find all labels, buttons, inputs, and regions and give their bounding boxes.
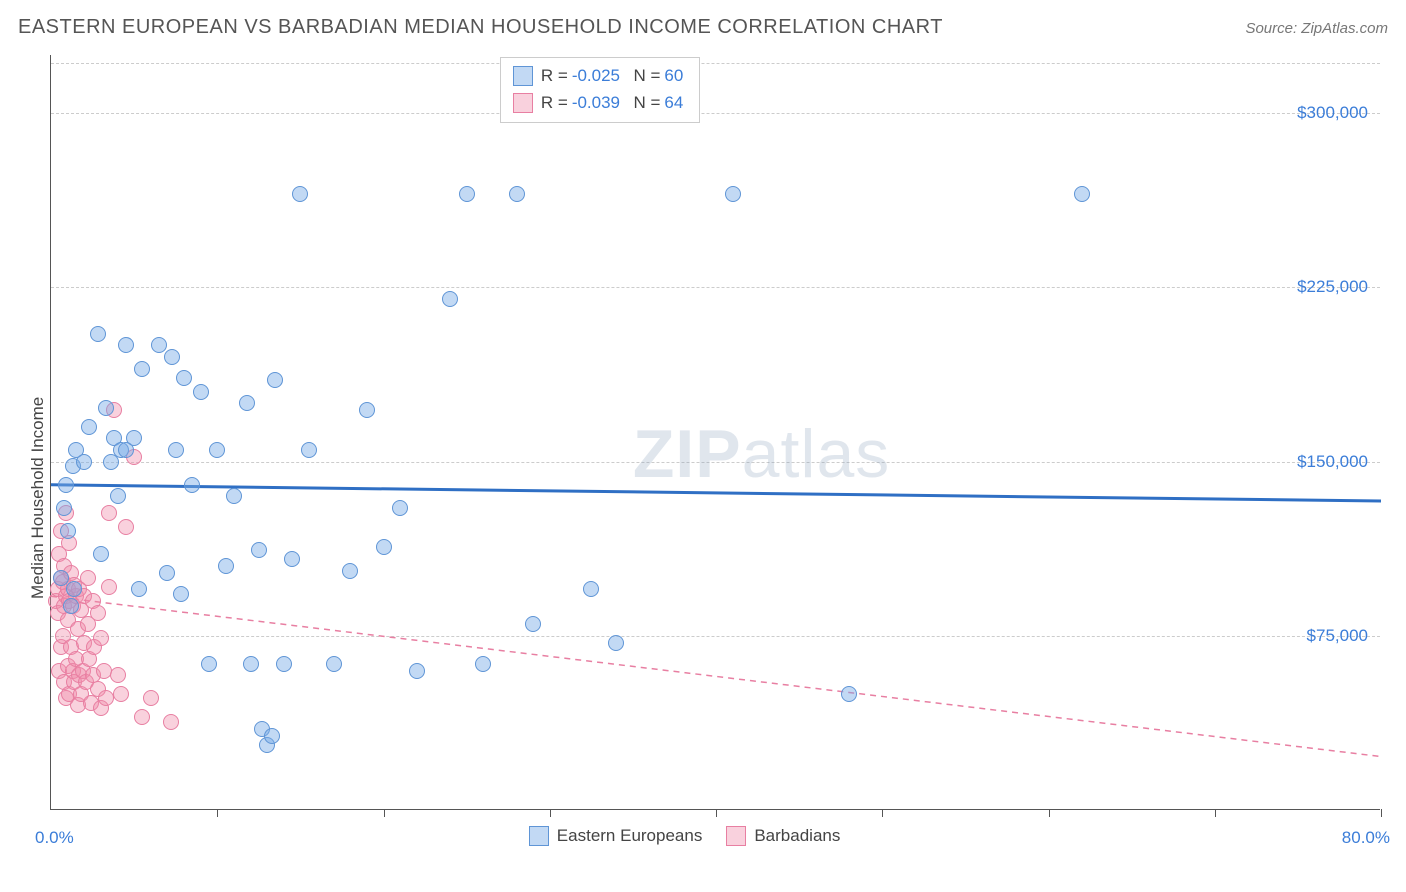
data-point — [164, 349, 180, 365]
data-point — [583, 581, 599, 597]
legend-label: Barbadians — [754, 826, 840, 846]
legend-row: R =-0.039 N =64 — [513, 89, 687, 116]
x-max-label: 80.0% — [1342, 828, 1390, 848]
data-point — [90, 605, 106, 621]
data-point — [131, 581, 147, 597]
data-point — [173, 586, 189, 602]
data-point — [184, 477, 200, 493]
data-point — [608, 635, 624, 651]
x-tick — [1215, 809, 1216, 817]
header: EASTERN EUROPEAN VS BARBADIAN MEDIAN HOU… — [18, 16, 1388, 39]
x-tick — [384, 809, 385, 817]
x-tick — [1049, 809, 1050, 817]
data-point — [58, 477, 74, 493]
data-point — [118, 337, 134, 353]
data-point — [80, 570, 96, 586]
x-min-label: 0.0% — [35, 828, 74, 848]
data-point — [176, 370, 192, 386]
data-point — [76, 454, 92, 470]
swatch-icon — [513, 66, 533, 86]
x-tick — [882, 809, 883, 817]
data-point — [509, 186, 525, 202]
data-point — [376, 539, 392, 555]
data-point — [163, 714, 179, 730]
data-point — [159, 565, 175, 581]
y-axis-title: Median Household Income — [28, 396, 48, 598]
data-point — [134, 361, 150, 377]
data-point — [264, 728, 280, 744]
correlation-legend: R =-0.025 N =60R =-0.039 N =64 — [500, 57, 700, 123]
data-point — [66, 581, 82, 597]
x-tick — [217, 809, 218, 817]
data-point — [101, 579, 117, 595]
data-point — [60, 523, 76, 539]
data-point — [98, 690, 114, 706]
data-point — [459, 186, 475, 202]
trend-lines — [51, 55, 1380, 809]
legend-row: R =-0.025 N =60 — [513, 62, 687, 89]
data-point — [239, 395, 255, 411]
data-point — [226, 488, 242, 504]
legend-stats: R =-0.039 N =64 — [541, 89, 687, 116]
data-point — [301, 442, 317, 458]
data-point — [276, 656, 292, 672]
data-point — [56, 500, 72, 516]
data-point — [1074, 186, 1090, 202]
data-point — [93, 630, 109, 646]
data-point — [101, 505, 117, 521]
data-point — [359, 402, 375, 418]
data-point — [243, 656, 259, 672]
data-point — [342, 563, 358, 579]
source-label: Source: ZipAtlas.com — [1245, 20, 1388, 37]
swatch-icon — [726, 826, 746, 846]
bottom-legend: Eastern Europeans Barbadians — [529, 826, 841, 846]
x-tick — [550, 809, 551, 817]
swatch-icon — [529, 826, 549, 846]
data-point — [110, 667, 126, 683]
data-point — [193, 384, 209, 400]
data-point — [53, 570, 69, 586]
data-point — [409, 663, 425, 679]
data-point — [292, 186, 308, 202]
data-point — [201, 656, 217, 672]
data-point — [725, 186, 741, 202]
data-point — [63, 598, 79, 614]
data-point — [168, 442, 184, 458]
data-point — [151, 337, 167, 353]
legend-stats: R =-0.025 N =60 — [541, 62, 687, 89]
data-point — [841, 686, 857, 702]
data-point — [118, 519, 134, 535]
data-point — [284, 551, 300, 567]
chart-title: EASTERN EUROPEAN VS BARBADIAN MEDIAN HOU… — [18, 16, 943, 39]
data-point — [113, 686, 129, 702]
scatter-plot: $75,000$150,000$225,000$300,000ZIPatlasR… — [50, 55, 1380, 810]
legend-item-barbadians: Barbadians — [726, 826, 840, 846]
data-point — [98, 400, 114, 416]
x-tick — [716, 809, 717, 817]
legend-item-eastern-europeans: Eastern Europeans — [529, 826, 703, 846]
legend-label: Eastern Europeans — [557, 826, 703, 846]
data-point — [126, 430, 142, 446]
swatch-icon — [513, 93, 533, 113]
data-point — [209, 442, 225, 458]
data-point — [90, 326, 106, 342]
data-point — [326, 656, 342, 672]
data-point — [267, 372, 283, 388]
data-point — [134, 709, 150, 725]
data-point — [392, 500, 408, 516]
data-point — [475, 656, 491, 672]
data-point — [93, 546, 109, 562]
data-point — [110, 488, 126, 504]
x-tick — [1381, 809, 1382, 817]
data-point — [81, 419, 97, 435]
data-point — [218, 558, 234, 574]
data-point — [525, 616, 541, 632]
data-point — [251, 542, 267, 558]
data-point — [442, 291, 458, 307]
data-point — [143, 690, 159, 706]
